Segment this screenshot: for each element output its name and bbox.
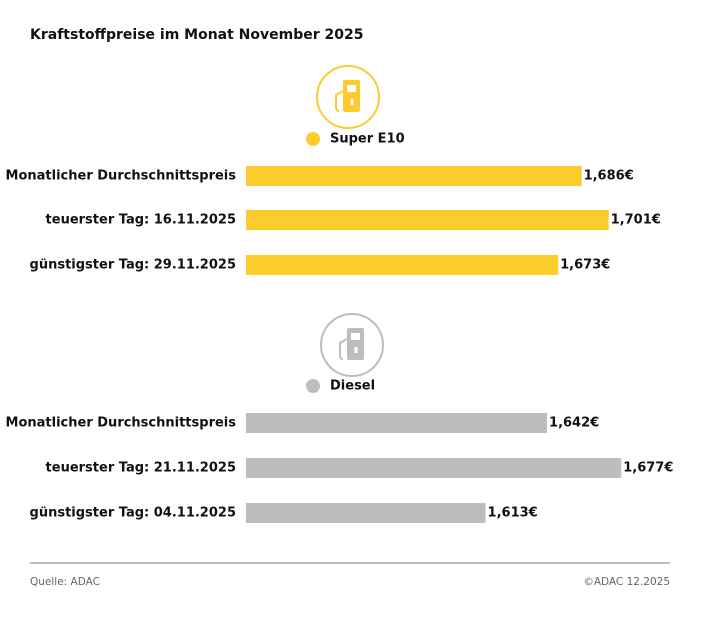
fuel-icon	[320, 313, 384, 377]
pump-hose	[339, 338, 348, 360]
value-label: 1,673€	[560, 258, 610, 273]
value-label: 1,677€	[623, 461, 673, 476]
icon-ring	[320, 313, 384, 377]
bar	[246, 503, 486, 523]
pump-gauge	[350, 99, 354, 105]
pump-gauge	[354, 347, 358, 353]
category-label: Monatlicher Durchschnittspreis	[6, 416, 237, 431]
bar	[246, 413, 548, 433]
value-label: 1,642€	[549, 416, 599, 431]
category-label: teuerster Tag: 16.11.2025	[46, 213, 236, 228]
pump-body	[343, 80, 360, 112]
pump-window	[347, 85, 356, 92]
bar	[246, 458, 622, 478]
legend-marker	[306, 132, 320, 146]
bar	[246, 166, 582, 186]
legend-label: Super E10	[330, 132, 405, 147]
value-label: 1,613€	[488, 506, 538, 521]
legend-marker	[306, 379, 320, 393]
fuel-icon	[316, 65, 380, 129]
category-label: teuerster Tag: 21.11.2025	[46, 461, 236, 476]
category-label: günstigster Tag: 04.11.2025	[30, 506, 236, 521]
value-label: 1,701€	[611, 213, 661, 228]
legend-label: Diesel	[330, 379, 375, 394]
category-label: Monatlicher Durchschnittspreis	[6, 169, 237, 184]
bar	[246, 210, 609, 230]
chart-title: Kraftstoffpreise im Monat November 2025	[30, 27, 363, 43]
pump-hose	[335, 90, 344, 112]
pump-body	[347, 328, 364, 360]
value-label: 1,686€	[584, 169, 634, 184]
source: Quelle: ADAC	[30, 576, 100, 588]
copyright: ©ADAC 12.2025	[583, 576, 670, 588]
icon-ring	[316, 65, 380, 129]
category-label: günstigster Tag: 29.11.2025	[30, 258, 236, 273]
pump-window	[351, 333, 360, 340]
bar	[246, 255, 559, 275]
